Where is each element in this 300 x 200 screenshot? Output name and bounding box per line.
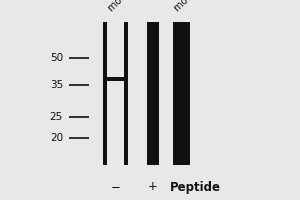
Text: mouse heart: mouse heart (172, 0, 223, 13)
Text: +: + (148, 180, 158, 194)
Bar (147, 22, 159, 165)
Bar (103, 22, 107, 165)
Bar (173, 22, 190, 165)
Text: 35: 35 (50, 80, 63, 90)
Text: 25: 25 (50, 112, 63, 122)
Bar (103, 77, 128, 81)
Text: −: − (111, 180, 120, 194)
Bar (124, 22, 128, 165)
Text: Peptide: Peptide (169, 180, 220, 194)
Text: 50: 50 (50, 53, 63, 63)
Text: mouse heart: mouse heart (106, 0, 157, 13)
Text: 20: 20 (50, 133, 63, 143)
